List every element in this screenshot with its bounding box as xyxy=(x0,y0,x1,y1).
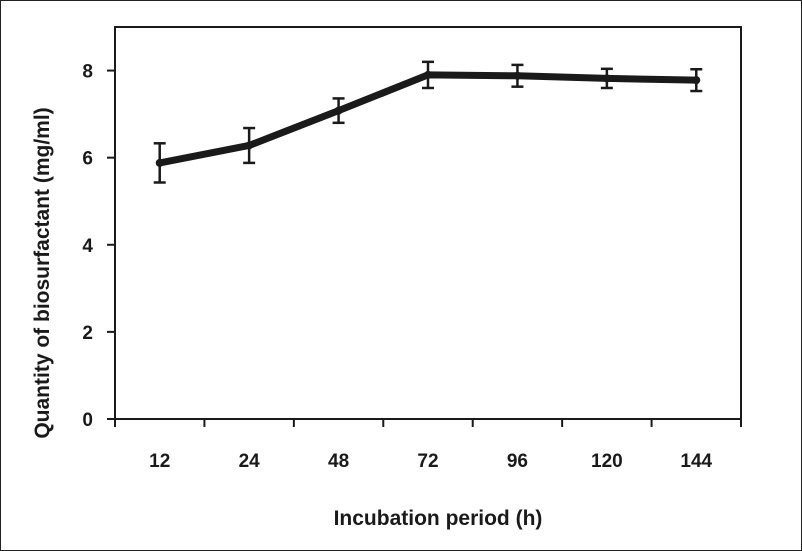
y-tick-label: 2 xyxy=(82,323,93,344)
x-tick-label: 96 xyxy=(507,451,528,472)
x-axis-title: Incubation period (h) xyxy=(334,507,543,530)
x-tick-label: 120 xyxy=(591,451,623,472)
data-point xyxy=(245,141,254,150)
series-group xyxy=(153,60,703,184)
y-tick-label: 4 xyxy=(82,236,93,257)
x-tick-label: 72 xyxy=(417,451,438,472)
y-axis-title: Quantity of biosurfactant (mg/ml) xyxy=(31,107,54,438)
y-axis: 0 2 4 6 8 xyxy=(82,62,115,431)
data-point xyxy=(602,74,611,83)
y-tick-label: 8 xyxy=(82,62,93,83)
plot-area xyxy=(114,26,742,420)
data-point xyxy=(513,71,522,80)
x-tick-label: 12 xyxy=(149,451,170,472)
y-tick-label: 0 xyxy=(82,410,93,431)
x-tick-label: 48 xyxy=(328,451,349,472)
data-point xyxy=(424,70,432,79)
y-tick-label: 6 xyxy=(82,149,93,170)
x-tick-label: 24 xyxy=(239,451,261,472)
data-point xyxy=(155,158,164,167)
x-axis: 12 24 48 72 96 120 144 xyxy=(114,419,742,472)
data-point xyxy=(692,76,701,85)
x-tick-label: 144 xyxy=(680,451,712,472)
data-point xyxy=(334,106,343,115)
